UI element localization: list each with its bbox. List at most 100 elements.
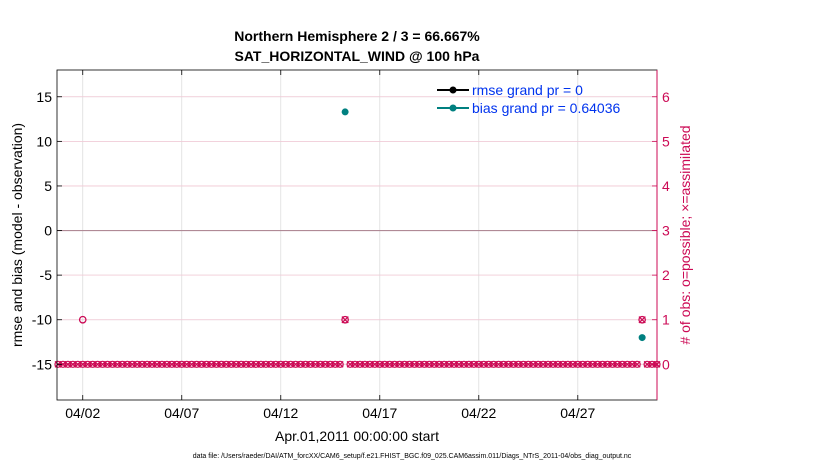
zero-count-possible-marker — [544, 360, 552, 368]
zero-count-possible-marker — [450, 360, 458, 368]
plot-area — [57, 70, 657, 400]
zero-count-possible-marker — [98, 360, 107, 368]
y-left-axis-label: rmse and bias (model - observation) — [9, 123, 25, 347]
zero-count-possible-marker — [242, 360, 250, 368]
y-left-tick-label: 0 — [44, 223, 52, 239]
zero-count-possible-marker — [168, 360, 176, 368]
zero-count-possible-marker — [287, 360, 295, 368]
zero-count-possible-marker — [574, 360, 582, 368]
y-left-axis-ticks: -15 -10 -5 0 5 10 15 — [32, 89, 62, 372]
bias-point — [638, 334, 646, 342]
zero-count-possible-marker — [178, 360, 186, 368]
zero-count-possible-marker — [84, 360, 92, 368]
zero-count-possible-marker — [227, 360, 235, 368]
zero-count-possible-marker — [123, 360, 131, 368]
zero-count-possible-marker — [361, 360, 369, 368]
y-right-tick-label: 6 — [662, 89, 670, 105]
chart-title-line-1: Northern Hemisphere 2 / 3 = 66.667% — [234, 28, 480, 44]
zero-count-possible-marker — [193, 360, 201, 368]
zero-count-possible-marker — [425, 360, 433, 368]
zero-count-possible-marker — [207, 360, 216, 368]
zero-count-possible-marker — [589, 360, 597, 368]
zero-count-possible-marker — [435, 360, 443, 368]
zero-count-possible-marker — [366, 360, 374, 368]
legend-bias-label: bias grand pr = 0.64036 — [472, 100, 620, 116]
zero-count-possible-marker — [509, 360, 518, 368]
y-right-tick-label: 3 — [662, 223, 670, 239]
zero-count-possible-marker — [296, 360, 305, 368]
zero-count-possible-marker — [524, 360, 532, 368]
zero-count-possible-marker — [346, 360, 354, 368]
zero-count-possible-marker — [351, 360, 359, 368]
zero-count-possible-marker — [539, 360, 547, 368]
obs-assimilated-marker — [638, 316, 646, 324]
zero-count-possible-marker — [133, 360, 141, 368]
zero-count-possible-marker — [391, 360, 399, 368]
zero-count-possible-marker — [237, 360, 245, 368]
zero-count-possible-marker — [103, 360, 112, 368]
zero-count-possible-marker — [158, 360, 166, 368]
zero-count-possible-marker — [128, 360, 136, 368]
zero-count-possible-marker — [371, 360, 379, 368]
zero-count-possible-marker — [282, 360, 290, 368]
zero-count-possible-marker — [514, 360, 522, 368]
x-tick-label: 04/17 — [362, 405, 397, 421]
legend-rmse-label: rmse grand pr = 0 — [472, 82, 583, 98]
zero-count-possible-marker — [455, 360, 463, 368]
zero-count-possible-marker — [113, 360, 121, 368]
zero-count-possible-marker — [554, 360, 562, 368]
zero-count-possible-marker — [603, 360, 612, 368]
zero-count-possible-marker — [465, 360, 473, 368]
zero-count-possible-marker — [232, 360, 240, 368]
zero-count-possible-marker — [504, 360, 513, 368]
zero-count-possible-marker — [584, 360, 592, 368]
obs-possible-marker — [638, 315, 646, 324]
bias-point — [341, 108, 349, 116]
zero-count-possible-marker — [475, 360, 483, 368]
zero-count-possible-marker — [277, 360, 285, 368]
zero-count-possible-marker — [217, 360, 225, 368]
legend-rmse-marker — [449, 86, 457, 94]
zero-count-possible-marker — [188, 360, 196, 368]
x-tick-label: 04/07 — [164, 405, 199, 421]
zero-count-possible-marker — [257, 360, 265, 368]
zero-count-possible-marker — [529, 360, 537, 368]
zero-count-possible-marker — [212, 360, 221, 368]
zero-count-possible-marker — [494, 360, 503, 368]
zero-count-possible-marker — [618, 360, 626, 368]
zero-count-possible-marker — [499, 360, 508, 368]
zero-count-possible-marker — [519, 360, 527, 368]
zero-count-possible-marker — [267, 360, 275, 368]
zero-count-possible-marker — [569, 360, 577, 368]
zero-count-possible-marker — [440, 360, 448, 368]
zero-count-possible-marker — [138, 360, 146, 368]
zero-count-possible-marker — [598, 360, 607, 368]
zero-count-possible-marker — [534, 360, 542, 368]
zero-count-possible-marker — [579, 360, 587, 368]
zero-count-possible-marker — [376, 360, 384, 368]
zero-count-possible-marker — [480, 360, 488, 368]
zero-count-possible-marker — [628, 360, 636, 368]
zero-count-possible-marker — [400, 360, 409, 368]
zero-count-possible-marker — [173, 360, 181, 368]
y-left-tick-label: 15 — [36, 89, 52, 105]
zero-count-possible-marker — [79, 360, 87, 368]
obs-possible-marker — [78, 315, 87, 324]
zero-count-possible-marker — [633, 360, 641, 368]
zero-count-possible-marker — [386, 360, 394, 368]
zero-count-possible-marker — [420, 360, 428, 368]
zero-count-possible-marker — [643, 360, 651, 368]
zero-count-possible-marker — [272, 360, 280, 368]
x-axis-ticks: 04/02 04/07 04/12 04/17 04/22 04/27 — [65, 70, 596, 421]
zero-count-possible-marker — [326, 360, 334, 368]
legend: rmse grand pr = 0 bias grand pr = 0.6403… — [437, 82, 620, 116]
obs-possible-marker — [341, 315, 349, 324]
zero-count-possible-marker — [490, 360, 498, 368]
zero-count-possible-marker — [64, 360, 72, 368]
y-right-tick-label: 1 — [662, 312, 670, 328]
zero-count-possible-marker — [331, 360, 339, 368]
y-right-tick-label: 4 — [662, 178, 670, 194]
y-right-axis-ticks: 0 1 2 3 4 5 6 — [652, 89, 670, 372]
zero-count-possible-marker — [292, 360, 300, 368]
